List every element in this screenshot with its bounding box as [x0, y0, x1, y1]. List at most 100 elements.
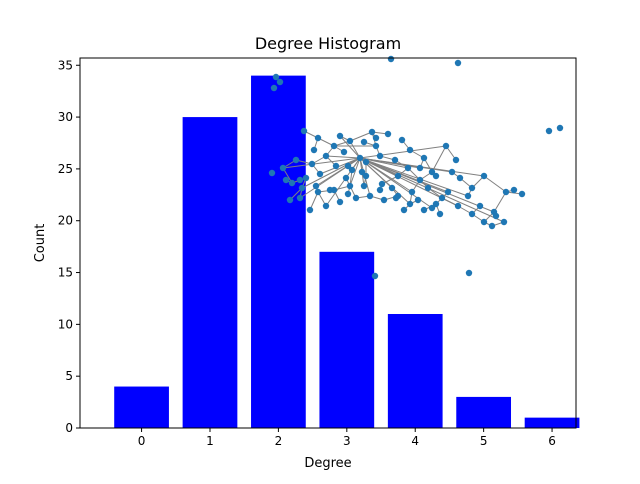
network-node — [408, 188, 416, 196]
network-edge — [282, 157, 361, 169]
network-node — [292, 156, 300, 164]
network-node — [510, 186, 518, 194]
network-node — [468, 210, 476, 218]
network-node — [452, 156, 460, 164]
network-node — [314, 134, 322, 142]
network-node — [454, 59, 462, 67]
network-node — [272, 73, 280, 81]
x-tick-label: 4 — [411, 434, 419, 448]
x-axis: 0 1 2 3 4 5 6 — [138, 428, 556, 448]
network-edge — [309, 191, 319, 211]
network-node — [371, 272, 379, 280]
network-node — [332, 162, 340, 170]
network-node — [454, 202, 462, 210]
network-node — [348, 166, 356, 174]
network-node — [392, 194, 400, 202]
network-node — [288, 179, 296, 187]
network-node — [360, 138, 368, 146]
network-node — [368, 128, 376, 136]
network-node — [352, 194, 360, 202]
network-node — [545, 127, 553, 135]
y-tick-label: 0 — [65, 421, 73, 435]
network-node — [414, 196, 422, 204]
x-tick-label: 0 — [138, 434, 146, 448]
y-tick-label: 5 — [65, 369, 73, 383]
y-axis: 0 5 10 15 20 25 30 35 — [58, 58, 80, 435]
network-edge — [359, 157, 453, 173]
network-node — [302, 174, 310, 182]
network-edge — [349, 157, 361, 187]
y-tick-label: 25 — [58, 162, 73, 176]
network-node — [406, 200, 414, 208]
network-node — [346, 137, 354, 145]
network-node — [279, 164, 287, 172]
network-node — [488, 222, 496, 230]
x-tick-label: 1 — [206, 434, 214, 448]
network-edge — [359, 157, 505, 223]
network-node — [378, 180, 386, 188]
x-tick-label: 3 — [343, 434, 351, 448]
network-node — [300, 127, 308, 135]
network-node — [464, 192, 472, 200]
network-node — [380, 196, 388, 204]
network-node — [406, 146, 414, 154]
network-node — [282, 176, 290, 184]
network-node — [394, 172, 402, 180]
network-node — [416, 164, 424, 172]
network-node — [362, 158, 370, 166]
network-edge — [325, 155, 361, 159]
network-node — [344, 162, 352, 170]
network-edge — [483, 175, 507, 193]
network-node — [518, 190, 526, 198]
network-node — [336, 198, 344, 206]
bar-degree-2 — [251, 75, 306, 428]
network-edge — [359, 145, 447, 159]
network-node — [372, 134, 380, 142]
network-edge — [349, 140, 361, 159]
network-node — [342, 174, 350, 182]
network-node — [420, 154, 428, 162]
network-node — [376, 186, 384, 194]
network-node — [376, 152, 384, 160]
network-node — [322, 152, 330, 160]
network-edge — [325, 157, 361, 207]
network-node — [448, 168, 456, 176]
network-node — [480, 218, 488, 226]
network-node — [358, 168, 366, 176]
y-tick-label: 35 — [58, 58, 73, 72]
network-edge — [319, 157, 361, 175]
network-node — [432, 200, 440, 208]
network-node — [400, 206, 408, 214]
bar-degree-0 — [114, 386, 169, 428]
y-tick-label: 20 — [58, 214, 73, 228]
y-axis-label: Count — [33, 224, 48, 263]
network-node — [442, 142, 450, 150]
network-node — [330, 142, 338, 150]
network-inset — [268, 55, 564, 280]
network-node — [296, 176, 304, 184]
network-node — [340, 148, 348, 156]
x-tick-label: 5 — [480, 434, 488, 448]
network-node — [480, 172, 488, 180]
network-edge — [493, 191, 507, 213]
network-node — [476, 202, 484, 210]
bars-group — [114, 75, 580, 429]
network-node — [404, 164, 412, 172]
network-node — [314, 188, 322, 196]
network-node — [336, 132, 344, 140]
bar-degree-6 — [524, 417, 580, 428]
network-node — [428, 204, 436, 212]
network-node — [270, 84, 278, 92]
network-node — [436, 210, 444, 218]
network-node — [356, 154, 364, 162]
network-node — [438, 194, 446, 202]
y-tick-label: 15 — [58, 266, 73, 280]
network-edge — [339, 135, 361, 159]
y-tick-label: 10 — [58, 317, 73, 331]
y-tick-label: 30 — [58, 110, 73, 124]
network-node — [387, 55, 395, 63]
network-node — [556, 124, 564, 132]
network-node — [424, 184, 432, 192]
network-node — [500, 218, 508, 226]
